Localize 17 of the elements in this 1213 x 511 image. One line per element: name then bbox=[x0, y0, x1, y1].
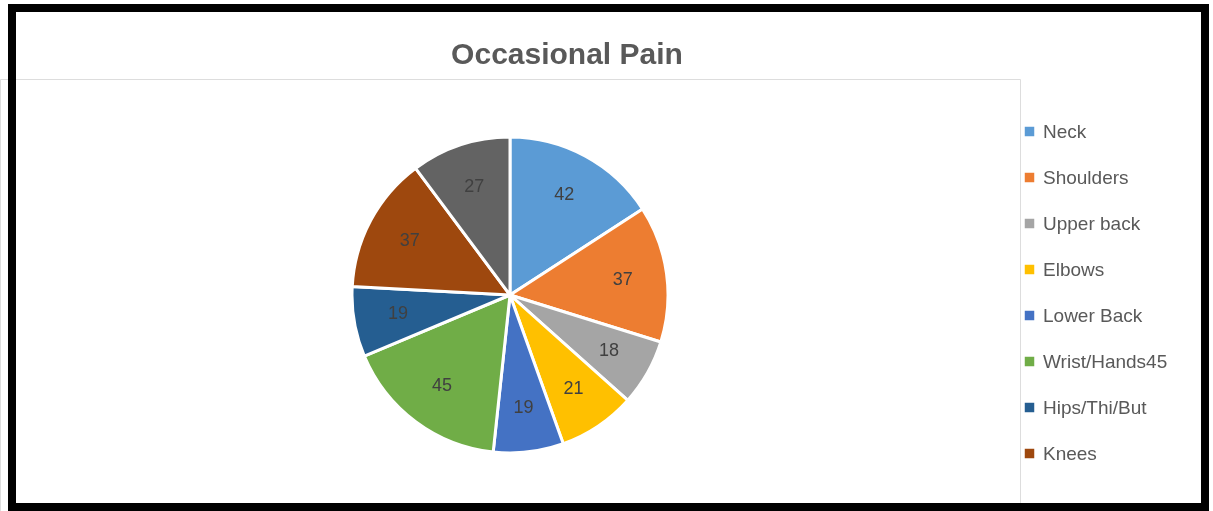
data-label: 45 bbox=[432, 375, 453, 396]
data-label: 42 bbox=[554, 184, 575, 205]
legend-label: Hips/Thi/But bbox=[1043, 396, 1148, 418]
legend-label: Lower Back bbox=[1043, 304, 1143, 326]
legend-label: Knees bbox=[1043, 442, 1097, 464]
chart-title: Occasional Pain bbox=[451, 37, 683, 70]
legend-label: Shoulders bbox=[1043, 166, 1129, 188]
legend-label: Wrist/Hands45 bbox=[1043, 350, 1168, 372]
legend-label: Upper back bbox=[1043, 212, 1141, 234]
data-label: 21 bbox=[563, 378, 584, 399]
legend-label: Neck bbox=[1043, 120, 1087, 142]
data-label: 18 bbox=[598, 340, 619, 361]
data-label: 37 bbox=[612, 268, 633, 289]
data-label: 19 bbox=[387, 303, 408, 324]
data-label: 19 bbox=[513, 396, 534, 417]
legend-label: Elbows bbox=[1043, 258, 1105, 280]
data-label: 37 bbox=[399, 230, 420, 251]
